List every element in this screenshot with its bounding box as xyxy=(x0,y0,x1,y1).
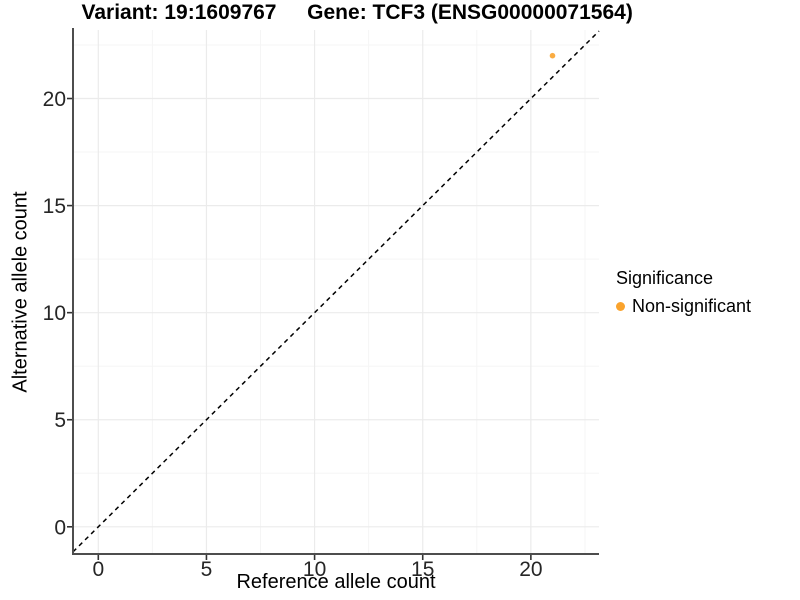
legend-items: Non-significant xyxy=(616,296,751,318)
x-tick-label: 5 xyxy=(201,558,213,581)
y-tick-label: 0 xyxy=(54,516,66,539)
x-tick-label: 20 xyxy=(519,558,542,581)
legend-title: Significance xyxy=(616,268,714,288)
legend-item-label: Non-significant xyxy=(632,296,752,316)
y-tick-label: 5 xyxy=(54,409,66,432)
data-point xyxy=(549,52,556,59)
y-tick-label: 20 xyxy=(43,88,66,111)
x-tick-label: 10 xyxy=(303,558,326,581)
identity-line xyxy=(72,30,600,553)
x-axis-title: Reference allele count xyxy=(236,571,436,593)
legend-item: Non-significant xyxy=(616,296,751,318)
gene-title: Gene: TCF3 (ENSG00000071564) xyxy=(307,1,633,24)
x-tick-label: 0 xyxy=(92,558,104,581)
x-tick-label: 15 xyxy=(411,558,434,581)
legend: Significance Non-significant xyxy=(616,268,751,318)
y-tick-label: 15 xyxy=(43,195,66,218)
variant-title: Variant: 19:1609767 xyxy=(81,1,277,24)
y-axis-title: Alternative allele count xyxy=(9,191,32,393)
y-tick-label: 10 xyxy=(43,302,66,325)
legend-dot-icon xyxy=(616,302,625,312)
